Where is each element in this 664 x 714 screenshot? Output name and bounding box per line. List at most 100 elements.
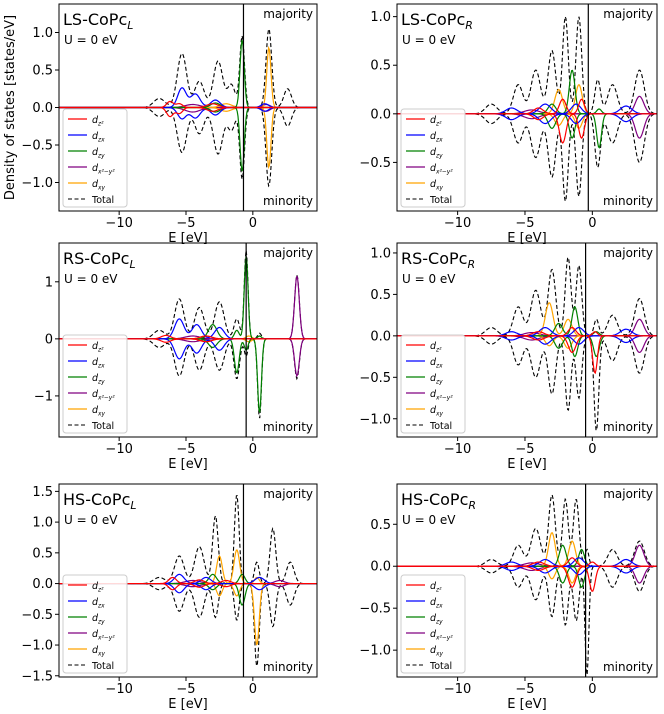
legend-label-dxy: dxy [430,645,444,658]
panel-subtitle: U = 0 eV [64,33,118,47]
legend-label-total: Total [91,421,114,432]
x-tick-label: 0 [588,682,596,697]
y-tick-label: 0.5 [370,288,391,303]
panel-subtitle: U = 0 eV [64,272,118,286]
y-tick-label: 0 [45,332,53,347]
series-total-minority [397,113,657,204]
legend-label-dzx: dzx [430,131,443,144]
x-tick-label: −10 [444,216,471,231]
majority-label: majority [263,487,313,501]
panel-title: HS-CoPcR [401,490,476,512]
panel-title: RS-CoPcL [63,249,136,271]
x-axis-label: E [eV] [507,231,546,246]
series-total-minority [397,565,657,675]
minority-label: minority [603,420,653,434]
legend-label-dxy: dxy [430,405,444,418]
legend-label-dx2y2: dx²−y² [430,629,453,642]
x-tick-label: −5 [515,682,534,697]
plot-frame [58,242,318,438]
y-tick-label: −1.0 [21,639,53,654]
y-tick-label: 0.0 [370,560,391,575]
legend-label-dzy: dzy [430,147,443,160]
majority-label: majority [603,7,653,21]
legend-label-dz2: dz² [92,581,104,594]
legend-label-dz2: dz² [92,341,104,354]
y-tick-label: 1.0 [32,516,53,531]
x-tick-label: −5 [176,442,195,457]
series-total-majority [397,14,657,115]
series-dz2-majority [397,557,657,567]
series-dxy-majority [397,302,657,337]
x-axis-label: E [eV] [168,697,207,712]
panel-subtitle: U = 0 eV [402,33,456,47]
legend: dz² dzx dzy dx²−y² dxy Total [62,334,128,434]
panel-title: HS-CoPcL [63,490,137,512]
y-tick-label: 0.0 [32,577,53,592]
y-tick-label: 1 [45,275,53,290]
y-tick-label: 0.0 [370,329,391,344]
x-tick-label: −10 [105,442,132,457]
legend-label-dzx: dzx [92,131,105,144]
series-dzx-minority [397,565,657,576]
legend-label-dz2: dz² [430,115,442,128]
x-axis-label: E [eV] [168,457,207,472]
legend-label-dzy: dzy [430,613,443,626]
legend-label-dz2: dz² [430,341,442,354]
plot-frame [396,242,658,438]
legend-label-dxy: dxy [92,645,106,658]
dos-panel-1: −10 −5 0 −1.0 −0.5 0.0 0.5 1.0 E [eV] Density of … [3,3,318,246]
x-tick-label: −10 [444,682,471,697]
series-total-majority [397,494,657,567]
minority-label: minority [603,194,653,208]
legend-label-dzx: dzx [92,597,105,610]
legend-label-dxy: dxy [92,179,106,192]
legend-label-total: Total [91,661,114,672]
legend-label-dx2y2: dx²−y² [92,629,115,642]
x-axis-label: E [eV] [507,457,546,472]
y-tick-label: 0.5 [370,59,391,74]
y-tick-label: −1.0 [21,176,53,191]
y-tick-label: −0.5 [21,139,53,154]
majority-label: majority [603,246,653,260]
y-tick-label: 1.0 [32,26,53,41]
legend: dz² dzx dzy dx²−y² dxy Total [400,334,466,434]
y-tick-label: 0.5 [32,546,53,561]
series-dzx-majority [397,557,657,567]
panel-subtitle: U = 0 eV [402,513,456,527]
x-tick-label: −10 [105,216,132,231]
plot-frame [396,483,658,678]
y-tick-label: −1.0 [359,412,391,427]
x-axis-label: E [eV] [168,231,207,246]
series-dxy-majority [397,532,657,567]
majority-label: majority [263,7,313,21]
x-tick-label: 0 [249,216,257,231]
legend: dz² dzx dzy dx²−y² dxy Total [62,574,128,674]
legend-label-dzy: dzy [430,373,443,386]
legend-label-dxy: dxy [430,179,444,192]
legend: dz² dzx dzy dx²−y² dxy Total [62,108,128,208]
y-tick-label: −1.0 [359,644,391,659]
y-tick-label: 0.0 [370,107,391,122]
x-tick-label: −10 [444,442,471,457]
panel-title: RS-CoPcR [401,249,475,271]
panel-title: LS-CoPcR [401,10,473,32]
legend-label-dx2y2: dx²−y² [430,389,453,402]
legend-label-total: Total [429,195,452,206]
legend-label-dz2: dz² [430,581,442,594]
y-tick-label: −0.5 [359,371,391,386]
minority-label: minority [603,660,653,674]
minority-label: minority [263,194,313,208]
y-tick-label: −1 [34,389,53,404]
panel-title: LS-CoPcL [63,10,133,32]
dos-panel-5: −10 −5 0 −1.5 −1.0 −0.5 0.0 0.5 1.0 1.5 E [eV] HS-C… [21,483,318,712]
series-dzy-majority [59,256,317,340]
y-tick-label: 1.5 [32,485,53,500]
legend: dz² dzx dzy dx²−y² dxy Total [400,574,466,674]
x-tick-label: −5 [515,216,534,231]
legend-label-total: Total [91,195,114,206]
x-tick-label: 0 [588,442,596,457]
